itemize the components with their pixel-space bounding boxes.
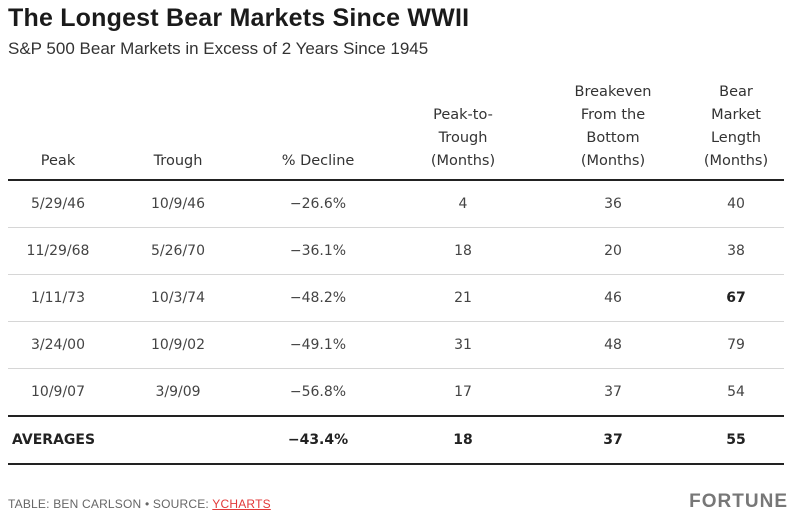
header-line: From the bbox=[580, 107, 646, 123]
table-cell: 10/9/46 bbox=[108, 180, 248, 228]
table-cell: 4 bbox=[388, 180, 538, 228]
header-line: Market bbox=[711, 107, 761, 123]
table-cell: 31 bbox=[388, 321, 538, 369]
table-cell: −49.1% bbox=[248, 321, 388, 369]
header-line: Breakeven bbox=[574, 84, 652, 100]
header-line: (Months) bbox=[430, 153, 496, 169]
averages-cell bbox=[108, 415, 248, 465]
header-breakeven: Breakeven From the Bottom (Months) bbox=[538, 72, 688, 181]
table-cell: 40 bbox=[688, 180, 784, 228]
table-cell: −48.2% bbox=[248, 274, 388, 322]
averages-cell: AVERAGES bbox=[8, 415, 108, 465]
header-bear-market-length: Bear Market Length (Months) bbox=[688, 72, 784, 181]
footer-credit: TABLE: BEN CARLSON • SOURCE: YCHARTS bbox=[8, 497, 271, 511]
table-cell: 37 bbox=[538, 368, 688, 417]
table-cell: 79 bbox=[688, 321, 784, 369]
table-row: 10/9/07 3/9/09 −56.8% 17 37 54 bbox=[8, 368, 784, 417]
header-decline: % Decline bbox=[248, 72, 388, 181]
table-row: 11/29/68 5/26/70 −36.1% 18 20 38 bbox=[8, 227, 784, 275]
header-line: Bottom bbox=[586, 130, 640, 146]
header-line: Peak bbox=[40, 153, 76, 169]
table-cell: 3/24/00 bbox=[8, 321, 108, 369]
averages-cell: 18 bbox=[388, 415, 538, 465]
table-cell: −26.6% bbox=[248, 180, 388, 228]
bear-markets-table: Peak Trough % Decline Peak-to- Trough (Mon… bbox=[8, 72, 784, 465]
table-cell: 38 bbox=[688, 227, 784, 275]
header-trough: Trough bbox=[108, 72, 248, 181]
table-cell: 46 bbox=[538, 274, 688, 322]
table-cell: 21 bbox=[388, 274, 538, 322]
header-peak-to-trough: Peak-to- Trough (Months) bbox=[388, 72, 538, 181]
table-cell: 5/29/46 bbox=[8, 180, 108, 228]
table-cell: 10/9/07 bbox=[8, 368, 108, 417]
header-line: (Months) bbox=[580, 153, 646, 169]
table-row: 3/24/00 10/9/02 −49.1% 31 48 79 bbox=[8, 321, 784, 369]
averages-cell: 55 bbox=[688, 415, 784, 465]
header-line: Trough bbox=[153, 153, 203, 169]
table-cell: −36.1% bbox=[248, 227, 388, 275]
table-cell: 18 bbox=[388, 227, 538, 275]
table-cell: 36 bbox=[538, 180, 688, 228]
table-row: 1/11/73 10/3/74 −48.2% 21 46 67 bbox=[8, 274, 784, 322]
header-line: Length bbox=[710, 130, 761, 146]
footer-prefix: TABLE: BEN CARLSON • SOURCE: bbox=[8, 497, 213, 511]
source-link[interactable]: YCHARTS bbox=[212, 497, 271, 511]
table-cell: 11/29/68 bbox=[8, 227, 108, 275]
header-line: Peak-to- bbox=[433, 107, 493, 123]
averages-cell: −43.4% bbox=[248, 415, 388, 465]
table-cell: 48 bbox=[538, 321, 688, 369]
table-cell: 3/9/09 bbox=[108, 368, 248, 417]
averages-cell: 37 bbox=[538, 415, 688, 465]
table-cell: 17 bbox=[388, 368, 538, 417]
table-cell: 67 bbox=[688, 274, 784, 322]
averages-row: AVERAGES −43.4% 18 37 55 bbox=[8, 415, 784, 465]
header-line: Bear bbox=[719, 84, 753, 100]
header-line: Trough bbox=[438, 130, 488, 146]
header-peak: Peak bbox=[8, 72, 108, 181]
header-row: Peak Trough % Decline Peak-to- Trough (Mon… bbox=[8, 72, 784, 181]
header-line: % Decline bbox=[281, 153, 355, 169]
table-cell: 1/11/73 bbox=[8, 274, 108, 322]
table-subtitle: S&P 500 Bear Markets in Excess of 2 Year… bbox=[8, 39, 429, 58]
table-cell: 54 bbox=[688, 368, 784, 417]
table-cell: 20 bbox=[538, 227, 688, 275]
table-title: The Longest Bear Markets Since WWII bbox=[8, 4, 470, 32]
header-line: (Months) bbox=[703, 153, 769, 169]
table-cell: 10/3/74 bbox=[108, 274, 248, 322]
table-cell: 10/9/02 bbox=[108, 321, 248, 369]
table-cell: 5/26/70 bbox=[108, 227, 248, 275]
table-cell: −56.8% bbox=[248, 368, 388, 417]
fortune-logo: FORTUNE bbox=[689, 491, 788, 512]
table-row: 5/29/46 10/9/46 −26.6% 4 36 40 bbox=[8, 180, 784, 228]
